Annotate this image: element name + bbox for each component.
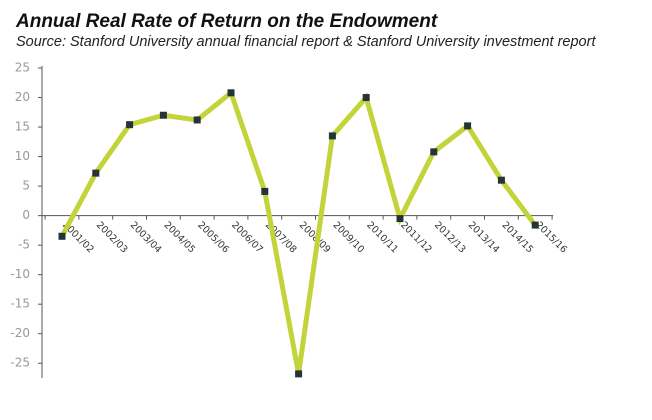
data-point — [193, 116, 201, 124]
y-tick-label: -25 — [10, 356, 30, 370]
y-tick-label: -10 — [10, 267, 30, 281]
x-tick-label: 2009/10 — [331, 220, 367, 256]
x-tick-label: 2004/05 — [162, 220, 198, 256]
x-tick-label: 2007/08 — [263, 220, 299, 256]
x-tick-label: 2014/15 — [500, 220, 536, 256]
y-tick-label: -20 — [10, 326, 30, 340]
y-tick-label: 5 — [22, 179, 30, 193]
data-point — [362, 94, 370, 102]
data-point — [295, 370, 303, 378]
x-tick-label: 2010/11 — [364, 220, 400, 256]
data-point — [396, 215, 404, 223]
data-point — [430, 148, 438, 156]
x-tick-label: 2002/03 — [94, 220, 130, 256]
x-tick-label: 2011/12 — [398, 220, 434, 256]
y-tick-label: 0 — [22, 208, 30, 222]
y-tick-label: 25 — [15, 61, 30, 75]
data-point — [261, 187, 269, 195]
data-point — [126, 121, 134, 129]
data-point — [58, 232, 66, 240]
chart-title: Annual Real Rate of Return on the Endowm… — [15, 11, 438, 32]
data-point — [328, 132, 336, 140]
data-point — [497, 176, 505, 184]
x-tick-label: 2006/07 — [229, 220, 265, 256]
y-tick-label: 10 — [15, 149, 30, 163]
x-tick-label: 2013/14 — [466, 220, 502, 256]
data-point — [159, 111, 167, 119]
y-tick-label: 15 — [15, 120, 30, 134]
y-tick-label: -15 — [10, 297, 30, 311]
data-point — [464, 122, 472, 130]
data-point — [531, 221, 539, 229]
y-tick-label: -5 — [18, 238, 30, 252]
data-point — [227, 89, 235, 97]
x-tick-label: 2012/13 — [432, 220, 468, 256]
x-tick-label: 2003/04 — [128, 220, 164, 256]
data-line — [59, 88, 538, 375]
x-tick-label: 2005/06 — [195, 220, 231, 256]
data-point — [92, 169, 100, 177]
chart-subtitle: Source: Stanford University annual finan… — [16, 34, 596, 50]
y-tick-label: 20 — [15, 90, 30, 104]
